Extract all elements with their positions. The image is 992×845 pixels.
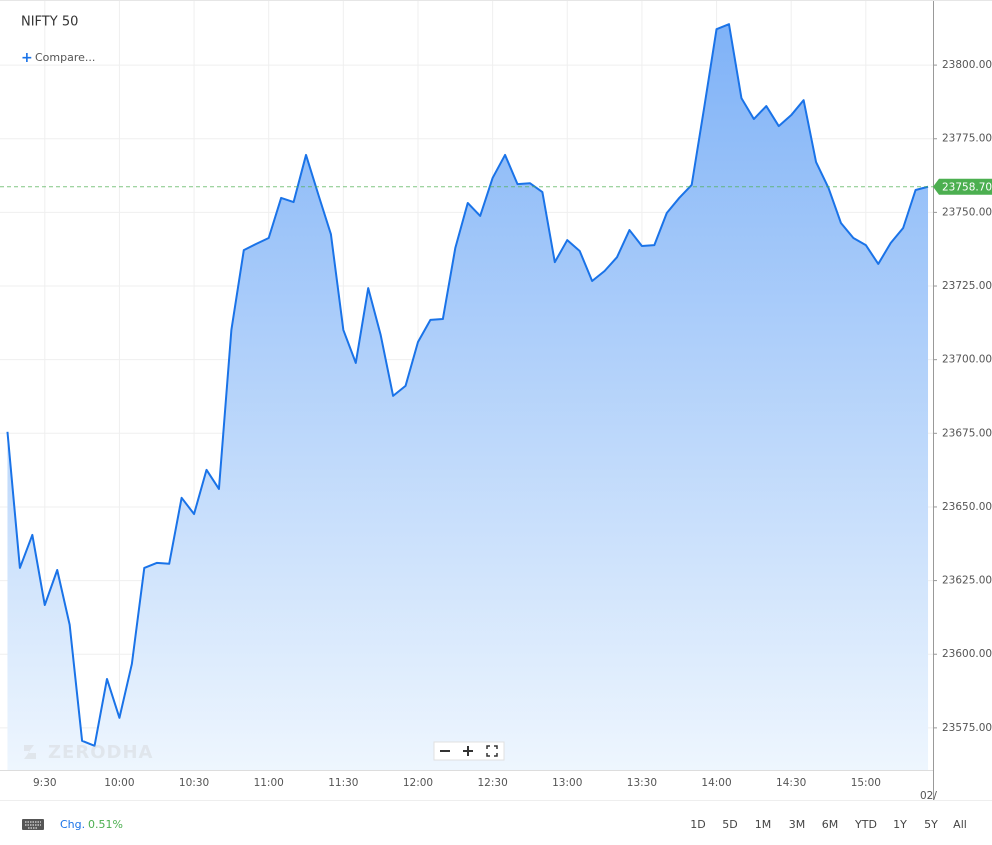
x-tick-label: 14:00 bbox=[701, 777, 731, 789]
y-tick-label: 23650.00 bbox=[942, 501, 992, 513]
y-tick-label: 23725.00 bbox=[942, 280, 992, 292]
y-tick-label: 23675.00 bbox=[942, 427, 992, 439]
change-value: 0.51% bbox=[88, 818, 123, 831]
range-buttons: 1D 5D 1M 3M 6M YTD 1Y 5Y All bbox=[690, 818, 967, 831]
plot bbox=[0, 23, 933, 770]
last-price-tag bbox=[933, 178, 992, 195]
last-price-label: 23758.70 bbox=[942, 181, 992, 193]
keyboard-icon[interactable] bbox=[22, 819, 44, 830]
y-tick-label: 23775.00 bbox=[942, 133, 992, 145]
y-tick-label: 23800.00 bbox=[942, 59, 992, 71]
x-tick-label: 9:30 bbox=[33, 777, 57, 789]
x-tick-label: 10:00 bbox=[104, 777, 134, 789]
zoom-controls bbox=[433, 741, 505, 761]
y-tick-label: 23750.00 bbox=[942, 206, 992, 218]
x-tick-label: 12:30 bbox=[477, 777, 507, 789]
x-tick-label: 13:30 bbox=[627, 777, 657, 789]
range-button[interactable]: 3M bbox=[789, 818, 806, 831]
x-tick-label: 11:00 bbox=[254, 777, 284, 789]
watermark-logo bbox=[24, 745, 36, 759]
watermark-text: ZERODHA bbox=[48, 742, 153, 763]
range-button[interactable]: 1D bbox=[690, 818, 705, 831]
range-button[interactable]: 1M bbox=[755, 818, 772, 831]
compare-button[interactable]: Compare... bbox=[35, 51, 95, 64]
y-tick-label: 23625.00 bbox=[942, 575, 992, 587]
compare-plus[interactable]: + bbox=[21, 50, 33, 66]
range-button[interactable]: 1Y bbox=[893, 818, 907, 831]
range-button[interactable]: 5D bbox=[722, 818, 737, 831]
keyboard-keys[interactable] bbox=[25, 821, 41, 829]
x-tick-label: 13:00 bbox=[552, 777, 582, 789]
y-tick-label: 23700.00 bbox=[942, 354, 992, 366]
x-tick-label: 15:00 bbox=[851, 777, 881, 789]
price-line bbox=[6, 23, 929, 747]
chart-title: NIFTY 50 bbox=[21, 15, 78, 30]
range-button[interactable]: YTD bbox=[854, 818, 877, 831]
y-tick-label: 23600.00 bbox=[942, 648, 992, 660]
area-fill bbox=[7, 24, 929, 770]
x-tick-label: 11:30 bbox=[328, 777, 358, 789]
watermark: ZERODHA bbox=[24, 742, 153, 763]
range-button[interactable]: 5Y bbox=[924, 818, 938, 831]
fullscreen[interactable] bbox=[486, 745, 498, 757]
change-label: Chg. bbox=[60, 818, 85, 831]
x-tick-label: 12:00 bbox=[403, 777, 433, 789]
axes: 23575.00 23600.00 23625.00 23650.00 23675.00… bbox=[33, 59, 992, 802]
x-tick-label: 10:30 bbox=[179, 777, 209, 789]
y-tick-label: 23575.00 bbox=[942, 722, 992, 734]
range-button[interactable]: All bbox=[953, 818, 967, 831]
range-button[interactable]: 6M bbox=[822, 818, 839, 831]
x-date-label: 02/ bbox=[920, 790, 937, 802]
x-tick-label: 14:30 bbox=[776, 777, 806, 789]
